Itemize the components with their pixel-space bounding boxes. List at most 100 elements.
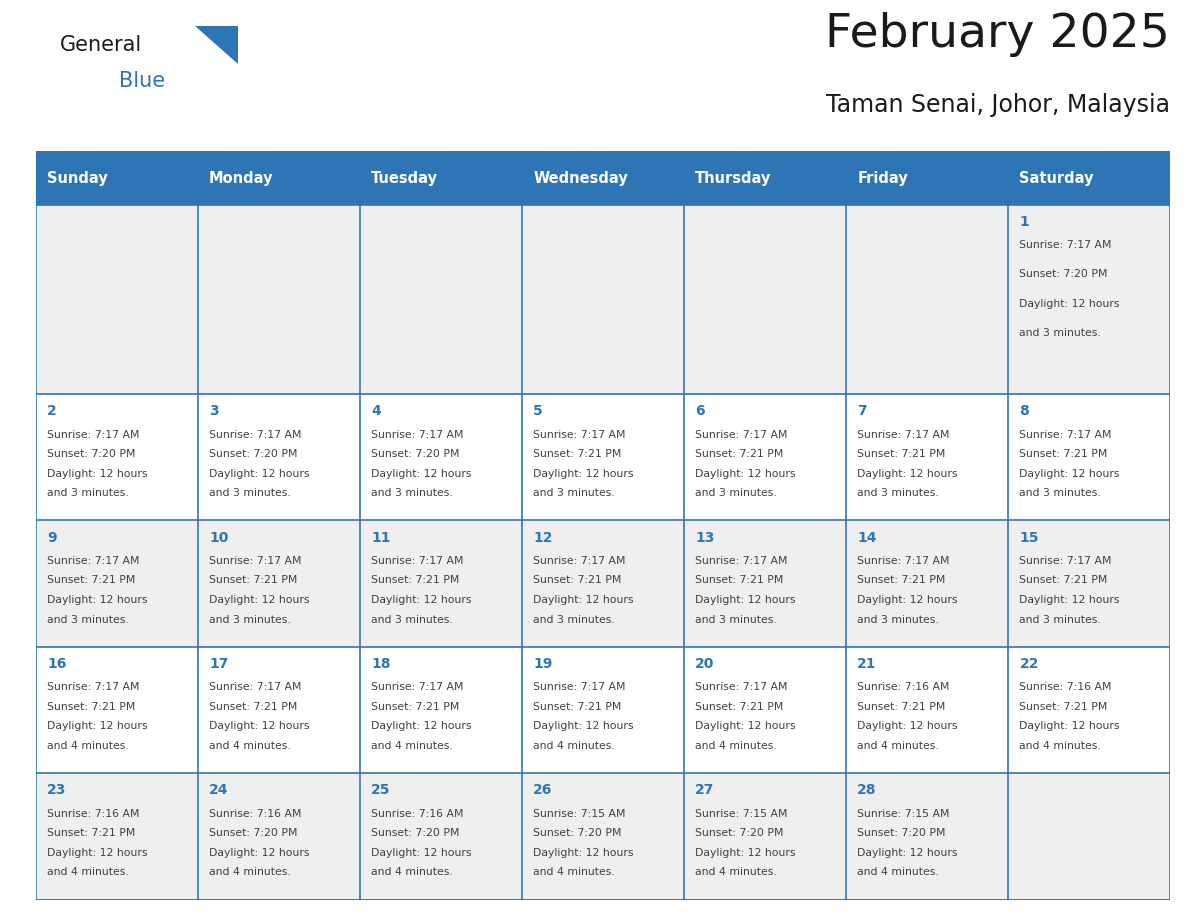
Text: Daylight: 12 hours: Daylight: 12 hours: [533, 848, 633, 857]
Text: Sunset: 7:21 PM: Sunset: 7:21 PM: [209, 576, 297, 586]
Text: and 4 minutes.: and 4 minutes.: [695, 741, 777, 751]
Text: Daylight: 12 hours: Daylight: 12 hours: [533, 469, 633, 478]
Bar: [360, 521, 522, 647]
Text: 12: 12: [533, 531, 552, 544]
Text: Daylight: 12 hours: Daylight: 12 hours: [695, 848, 796, 857]
Text: Sunset: 7:21 PM: Sunset: 7:21 PM: [533, 702, 621, 711]
Text: Sunrise: 7:17 AM: Sunrise: 7:17 AM: [533, 556, 626, 565]
Text: Sunrise: 7:17 AM: Sunrise: 7:17 AM: [371, 430, 463, 440]
Text: and 3 minutes.: and 3 minutes.: [695, 615, 777, 624]
Bar: [846, 773, 1009, 900]
Bar: [360, 151, 522, 205]
Text: and 3 minutes.: and 3 minutes.: [1019, 488, 1101, 498]
Bar: [846, 205, 1009, 394]
Text: General: General: [59, 35, 141, 55]
Text: Sunset: 7:20 PM: Sunset: 7:20 PM: [695, 828, 784, 838]
Text: Sunset: 7:20 PM: Sunset: 7:20 PM: [48, 449, 135, 459]
Text: Sunday: Sunday: [48, 171, 108, 185]
Text: Sunset: 7:21 PM: Sunset: 7:21 PM: [695, 449, 784, 459]
Text: Sunrise: 7:16 AM: Sunrise: 7:16 AM: [48, 809, 139, 819]
Text: 16: 16: [48, 657, 67, 671]
Text: Sunrise: 7:17 AM: Sunrise: 7:17 AM: [695, 682, 788, 692]
Text: 15: 15: [1019, 531, 1040, 544]
Text: Sunrise: 7:17 AM: Sunrise: 7:17 AM: [858, 430, 950, 440]
Text: Sunrise: 7:15 AM: Sunrise: 7:15 AM: [695, 809, 788, 819]
Bar: [522, 205, 684, 394]
Text: and 3 minutes.: and 3 minutes.: [48, 615, 128, 624]
Bar: [846, 521, 1009, 647]
Text: 1: 1: [1019, 215, 1029, 229]
Text: Sunrise: 7:15 AM: Sunrise: 7:15 AM: [533, 809, 626, 819]
Text: Sunset: 7:21 PM: Sunset: 7:21 PM: [48, 576, 135, 586]
Text: Sunset: 7:21 PM: Sunset: 7:21 PM: [695, 576, 784, 586]
Text: Sunset: 7:20 PM: Sunset: 7:20 PM: [533, 828, 621, 838]
Text: 23: 23: [48, 783, 67, 798]
Text: 28: 28: [858, 783, 877, 798]
Text: Sunset: 7:21 PM: Sunset: 7:21 PM: [1019, 576, 1108, 586]
Text: Sunrise: 7:17 AM: Sunrise: 7:17 AM: [695, 430, 788, 440]
Bar: [197, 394, 360, 521]
Text: 4: 4: [371, 404, 381, 419]
Text: 8: 8: [1019, 404, 1029, 419]
Text: and 3 minutes.: and 3 minutes.: [533, 615, 615, 624]
Bar: [197, 647, 360, 773]
Text: and 3 minutes.: and 3 minutes.: [209, 488, 291, 498]
Bar: [1009, 647, 1170, 773]
Bar: [522, 521, 684, 647]
Text: Sunset: 7:21 PM: Sunset: 7:21 PM: [533, 576, 621, 586]
Text: Sunrise: 7:16 AM: Sunrise: 7:16 AM: [209, 809, 302, 819]
Text: Daylight: 12 hours: Daylight: 12 hours: [209, 722, 310, 732]
Text: and 4 minutes.: and 4 minutes.: [533, 741, 615, 751]
Text: Sunrise: 7:17 AM: Sunrise: 7:17 AM: [48, 682, 139, 692]
Text: Daylight: 12 hours: Daylight: 12 hours: [48, 722, 147, 732]
Text: 17: 17: [209, 657, 228, 671]
Text: and 3 minutes.: and 3 minutes.: [371, 488, 453, 498]
Text: Daylight: 12 hours: Daylight: 12 hours: [695, 595, 796, 605]
Text: Sunrise: 7:17 AM: Sunrise: 7:17 AM: [209, 430, 302, 440]
Text: and 3 minutes.: and 3 minutes.: [1019, 615, 1101, 624]
Text: Sunrise: 7:15 AM: Sunrise: 7:15 AM: [858, 809, 950, 819]
Text: Sunrise: 7:17 AM: Sunrise: 7:17 AM: [209, 682, 302, 692]
Bar: [1009, 394, 1170, 521]
Text: Sunset: 7:20 PM: Sunset: 7:20 PM: [209, 449, 297, 459]
Text: Sunrise: 7:17 AM: Sunrise: 7:17 AM: [48, 430, 139, 440]
Bar: [360, 394, 522, 521]
Text: 25: 25: [371, 783, 391, 798]
Bar: [197, 521, 360, 647]
Text: 2: 2: [48, 404, 57, 419]
Text: Daylight: 12 hours: Daylight: 12 hours: [48, 595, 147, 605]
Text: 21: 21: [858, 657, 877, 671]
Text: Sunrise: 7:16 AM: Sunrise: 7:16 AM: [858, 682, 950, 692]
Bar: [360, 205, 522, 394]
Text: 3: 3: [209, 404, 219, 419]
Text: Sunrise: 7:17 AM: Sunrise: 7:17 AM: [695, 556, 788, 565]
Text: and 3 minutes.: and 3 minutes.: [1019, 328, 1101, 338]
Text: Sunrise: 7:17 AM: Sunrise: 7:17 AM: [48, 556, 139, 565]
Text: Daylight: 12 hours: Daylight: 12 hours: [695, 469, 796, 478]
Text: Sunrise: 7:17 AM: Sunrise: 7:17 AM: [858, 556, 950, 565]
Text: Sunset: 7:21 PM: Sunset: 7:21 PM: [695, 702, 784, 711]
Text: 10: 10: [209, 531, 228, 544]
Text: 26: 26: [533, 783, 552, 798]
Bar: [36, 521, 197, 647]
Text: Sunrise: 7:17 AM: Sunrise: 7:17 AM: [371, 556, 463, 565]
Bar: [522, 394, 684, 521]
Text: Blue: Blue: [119, 71, 165, 91]
Text: Daylight: 12 hours: Daylight: 12 hours: [48, 469, 147, 478]
Text: Sunset: 7:21 PM: Sunset: 7:21 PM: [533, 449, 621, 459]
Text: 22: 22: [1019, 657, 1040, 671]
Text: Daylight: 12 hours: Daylight: 12 hours: [533, 722, 633, 732]
Text: Saturday: Saturday: [1019, 171, 1094, 185]
Bar: [522, 773, 684, 900]
Text: and 4 minutes.: and 4 minutes.: [858, 741, 940, 751]
Text: Daylight: 12 hours: Daylight: 12 hours: [1019, 722, 1120, 732]
Text: Sunrise: 7:16 AM: Sunrise: 7:16 AM: [371, 809, 463, 819]
Text: Sunset: 7:20 PM: Sunset: 7:20 PM: [209, 828, 297, 838]
Bar: [1009, 205, 1170, 394]
Bar: [522, 151, 684, 205]
Text: and 4 minutes.: and 4 minutes.: [48, 868, 128, 878]
Bar: [1009, 773, 1170, 900]
Text: and 4 minutes.: and 4 minutes.: [533, 868, 615, 878]
Text: Sunset: 7:21 PM: Sunset: 7:21 PM: [858, 449, 946, 459]
Text: and 3 minutes.: and 3 minutes.: [533, 488, 615, 498]
